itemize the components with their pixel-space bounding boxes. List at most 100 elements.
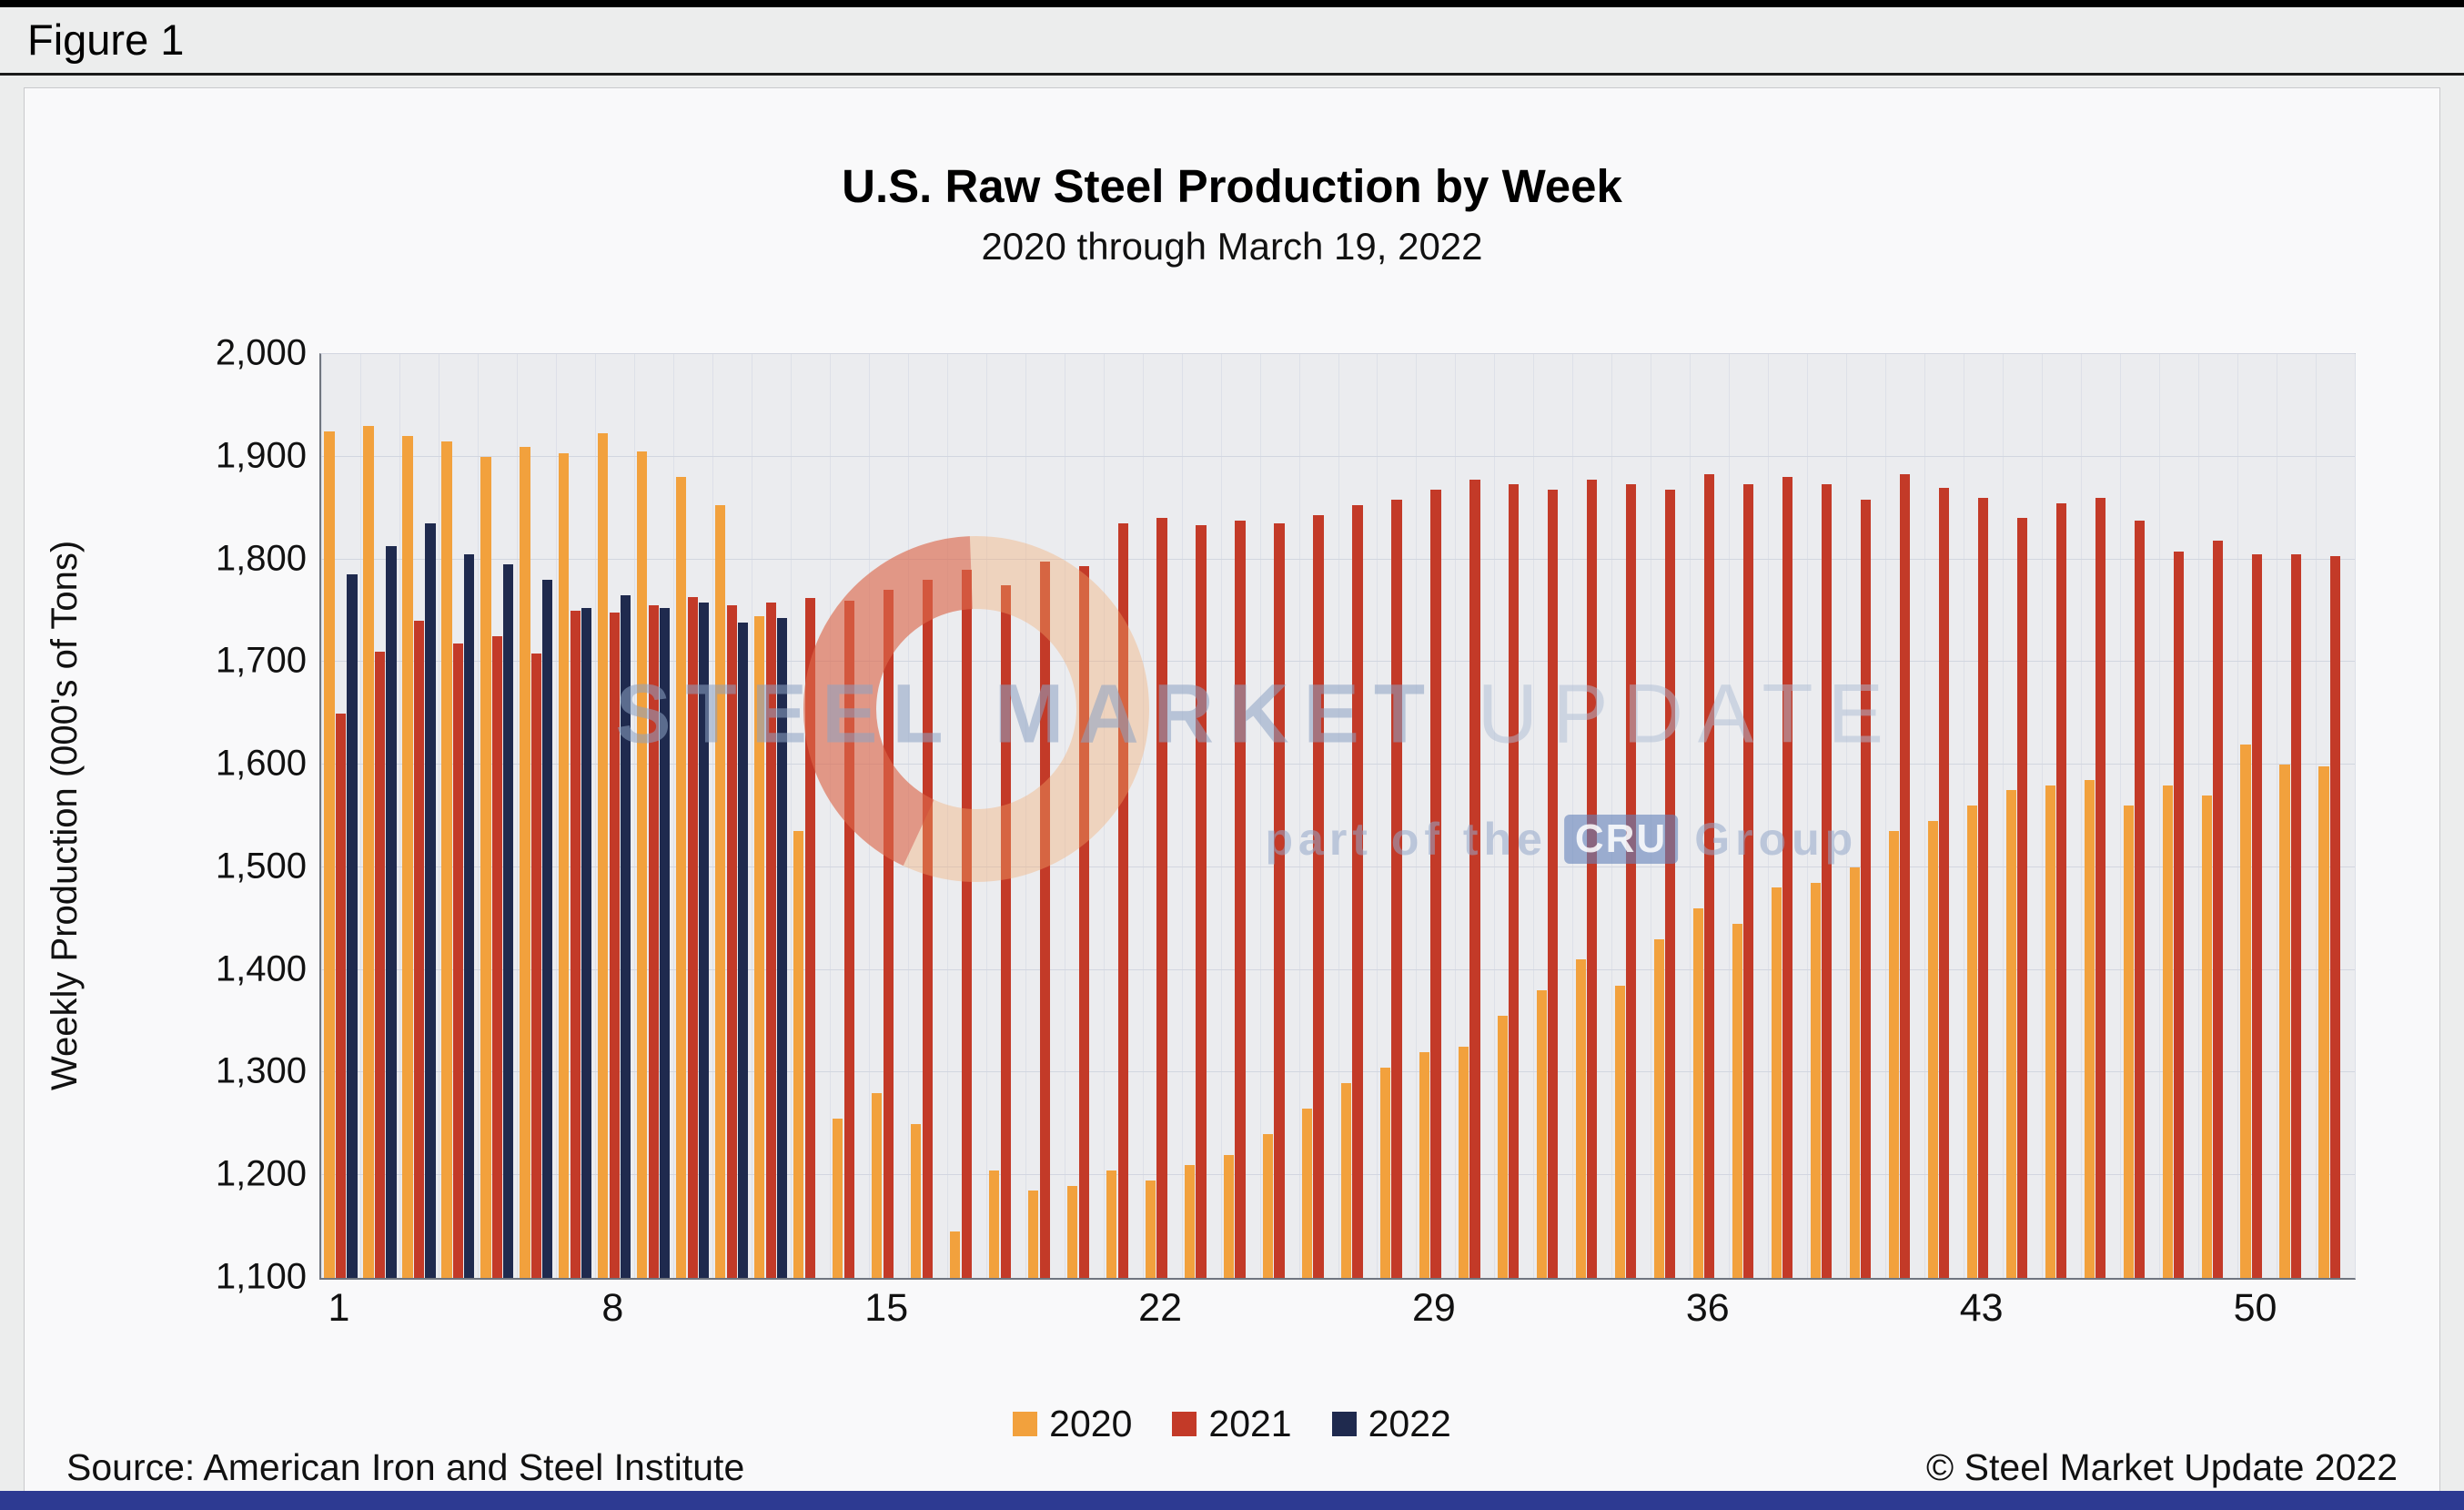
bar-2022 xyxy=(386,545,397,1278)
bar-2020 xyxy=(1379,1067,1391,1278)
bar-2020 xyxy=(1771,887,1782,1278)
bar-2021 xyxy=(1704,473,1715,1278)
vertical-gridline xyxy=(1298,354,1300,1278)
chart-panel: U.S. Raw Steel Production by Week 2020 t… xyxy=(24,87,2440,1492)
bar-2021 xyxy=(1274,523,1285,1278)
bar-2020 xyxy=(754,615,765,1278)
horizontal-gridline xyxy=(321,353,2355,354)
x-tick-label: 1 xyxy=(328,1286,350,1330)
bar-2021 xyxy=(726,605,737,1278)
bar-2020 xyxy=(2318,766,2329,1278)
copyright-note: © Steel Market Update 2022 xyxy=(1926,1446,2398,1488)
bar-2021 xyxy=(1822,484,1833,1278)
legend-item-2021: 2021 xyxy=(1172,1403,1292,1445)
vertical-gridline xyxy=(359,354,361,1278)
y-tick-label: 1,200 xyxy=(215,1153,307,1194)
bar-2020 xyxy=(2162,785,2173,1278)
bar-2020 xyxy=(1653,938,1664,1278)
bar-2021 xyxy=(2017,518,2028,1278)
bar-2021 xyxy=(1391,500,1402,1278)
bar-2021 xyxy=(2290,553,2302,1278)
source-note: Source: American Iron and Steel Institut… xyxy=(66,1446,745,1488)
vertical-gridline xyxy=(633,354,635,1278)
vertical-gridline xyxy=(399,354,400,1278)
y-tick-label: 1,300 xyxy=(215,1050,307,1091)
legend-label-2022: 2022 xyxy=(1368,1403,1451,1444)
vertical-gridline xyxy=(1377,354,1378,1278)
vertical-gridline xyxy=(790,354,792,1278)
bar-2020 xyxy=(872,1093,883,1278)
bar-2020 xyxy=(324,431,335,1278)
bar-2021 xyxy=(1352,504,1363,1278)
bar-2021 xyxy=(335,713,347,1278)
vertical-gridline xyxy=(1690,354,1691,1278)
figure-underline xyxy=(0,73,2464,76)
legend-label-2020: 2020 xyxy=(1049,1403,1133,1444)
vertical-gridline xyxy=(1220,354,1222,1278)
vertical-gridline xyxy=(1455,354,1457,1278)
vertical-gridline xyxy=(868,354,870,1278)
vertical-gridline xyxy=(907,354,909,1278)
x-axis-labels: 1 8 15 22 29 36 43 50 xyxy=(319,1286,2353,1335)
cru-badge: CRU xyxy=(1563,814,1679,864)
vertical-gridline xyxy=(516,354,518,1278)
vertical-gridline xyxy=(1924,354,1926,1278)
y-tick-label: 1,100 xyxy=(215,1256,307,1297)
bar-2020 xyxy=(480,456,491,1278)
y-tick-label: 2,000 xyxy=(215,332,307,373)
bar-2020 xyxy=(1888,831,1899,1278)
bar-2021 xyxy=(2251,553,2263,1278)
bar-2020 xyxy=(2279,765,2290,1278)
bar-2022 xyxy=(699,602,710,1278)
bar-2020 xyxy=(1419,1051,1430,1278)
vertical-gridline xyxy=(2081,354,2083,1278)
bar-2020 xyxy=(1614,985,1625,1278)
bar-2021 xyxy=(961,569,972,1278)
bar-2021 xyxy=(1861,500,1872,1278)
bar-2020 xyxy=(2123,806,2134,1278)
bar-2021 xyxy=(804,598,815,1278)
vertical-gridline xyxy=(1572,354,1574,1278)
bar-2022 xyxy=(621,595,631,1278)
vertical-gridline xyxy=(321,354,322,1278)
vertical-gridline xyxy=(1885,354,1887,1278)
bar-2021 xyxy=(1587,479,1598,1278)
horizontal-gridline xyxy=(321,455,2355,457)
bar-2021 xyxy=(2056,502,2067,1278)
vertical-gridline xyxy=(1494,354,1496,1278)
bar-2020 xyxy=(833,1119,843,1278)
bar-2021 xyxy=(452,644,464,1278)
bar-2020 xyxy=(1146,1180,1156,1278)
legend-item-2020: 2020 xyxy=(1013,1403,1132,1445)
bar-2021 xyxy=(2095,497,2106,1278)
horizontal-gridline xyxy=(321,558,2355,560)
bar-2020 xyxy=(1732,923,1742,1278)
bar-2020 xyxy=(1497,1016,1509,1278)
bar-2021 xyxy=(374,652,386,1278)
bar-2020 xyxy=(1692,908,1703,1278)
legend-swatch-2021 xyxy=(1172,1412,1197,1436)
bar-2020 xyxy=(1458,1047,1469,1278)
vertical-gridline xyxy=(1846,354,1848,1278)
vertical-gridline xyxy=(2198,354,2200,1278)
bar-2020 xyxy=(1810,882,1821,1278)
bar-2022 xyxy=(464,553,475,1278)
vertical-gridline xyxy=(477,354,479,1278)
vertical-gridline xyxy=(1533,354,1535,1278)
bar-2021 xyxy=(1939,487,1950,1278)
vertical-gridline xyxy=(2042,354,2044,1278)
bar-2021 xyxy=(1626,484,1637,1278)
vertical-gridline xyxy=(2003,354,2005,1278)
vertical-gridline xyxy=(555,354,557,1278)
bar-2020 xyxy=(1340,1082,1352,1278)
watermark-tagline-post: Group xyxy=(1694,813,1859,865)
vertical-gridline xyxy=(1103,354,1105,1278)
bar-2021 xyxy=(1548,489,1559,1278)
vertical-gridline xyxy=(594,354,596,1278)
bar-2020 xyxy=(637,451,648,1278)
x-tick-label: 15 xyxy=(864,1286,909,1330)
bar-2020 xyxy=(1927,821,1938,1278)
horizontal-gridline xyxy=(321,1071,2355,1073)
vertical-gridline xyxy=(946,354,948,1278)
